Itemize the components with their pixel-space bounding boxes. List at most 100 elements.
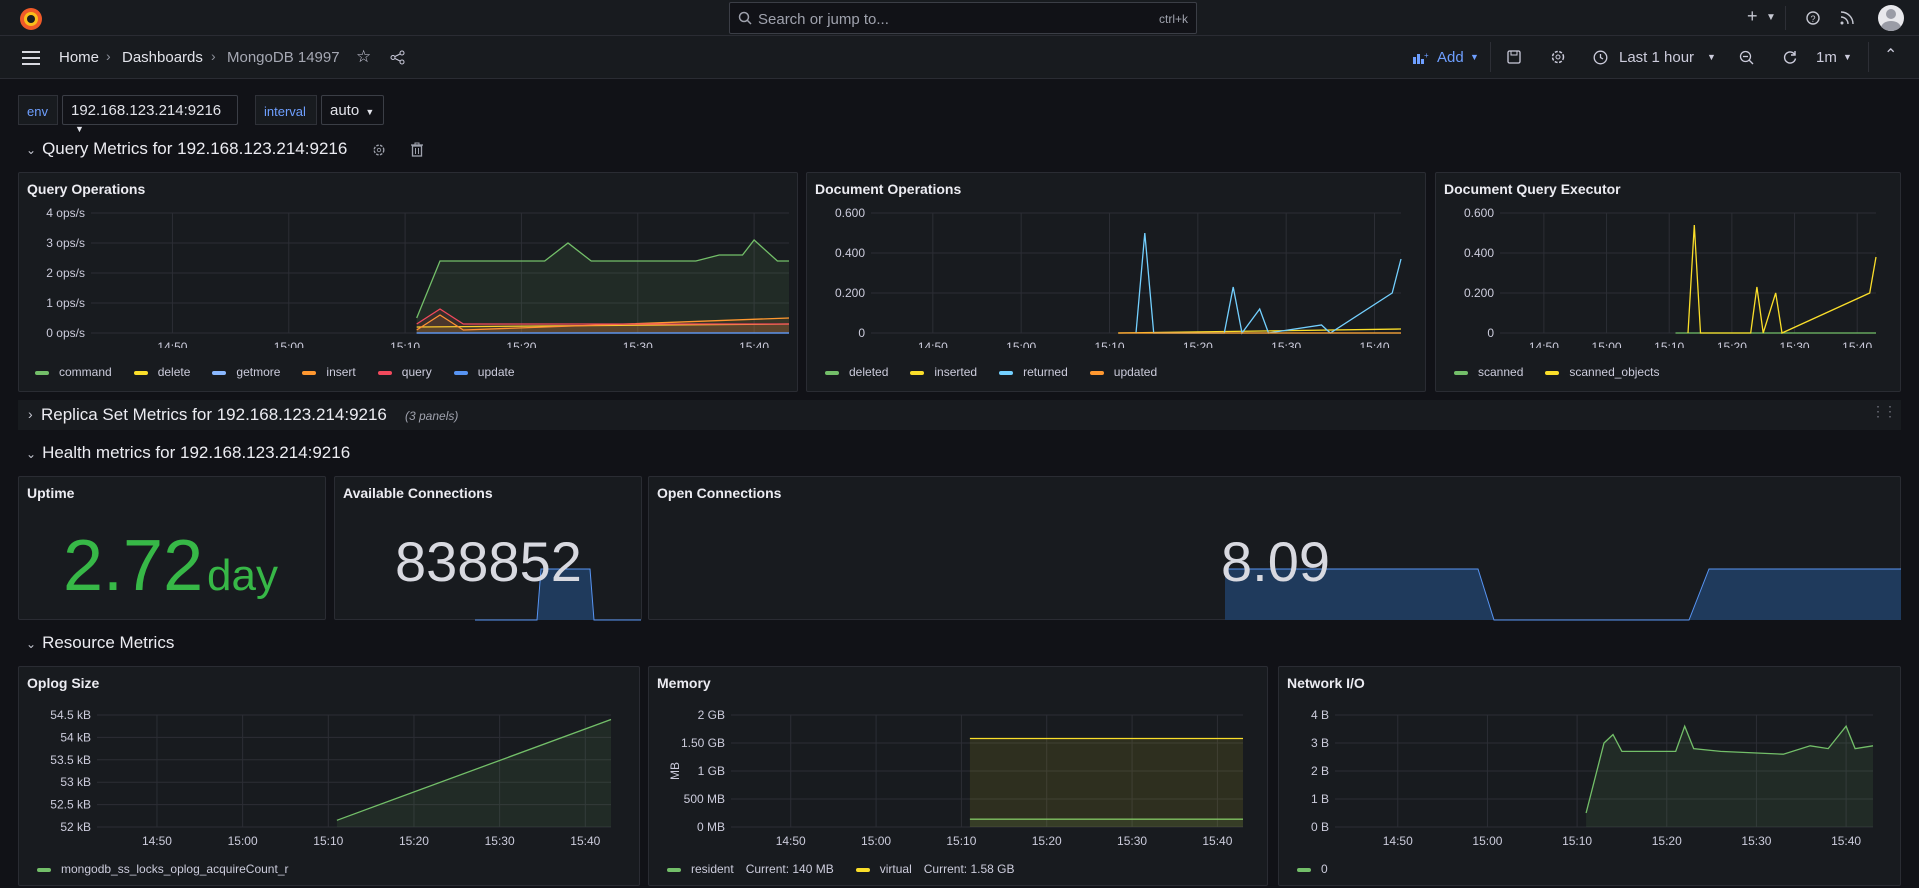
- y-tick-label: 1 ops/s: [46, 296, 85, 310]
- series-line: [416, 239, 789, 319]
- breadcrumb-dashboards[interactable]: Dashboards: [122, 49, 203, 66]
- svg-text:+: +: [1424, 51, 1429, 60]
- grafana-logo-icon[interactable]: [18, 6, 44, 32]
- legend-item[interactable]: getmore: [212, 365, 280, 379]
- series-line: [1118, 328, 1402, 334]
- row-title: Query Metrics for 192.168.123.214:9216: [42, 139, 348, 158]
- x-tick-label: 15:40: [1831, 834, 1861, 847]
- row-settings-icon[interactable]: [372, 143, 386, 157]
- chevron-down-icon[interactable]: ▼: [1766, 12, 1776, 23]
- chevron-right-icon: ›: [28, 406, 33, 422]
- legend-swatch: [999, 370, 1014, 375]
- rss-icon[interactable]: [1840, 11, 1854, 25]
- settings-icon[interactable]: [1550, 49, 1566, 65]
- legend-item[interactable]: resident Current: 140 MB: [667, 862, 834, 876]
- x-tick-label: 15:00: [228, 834, 258, 847]
- menu-icon[interactable]: [22, 51, 40, 65]
- row-header-query[interactable]: ⌄ Query Metrics for 192.168.123.214:9216: [26, 139, 347, 159]
- panel-title: Document Query Executor: [1444, 181, 1621, 197]
- drag-handle-icon[interactable]: ⋮⋮: [1871, 403, 1897, 419]
- breadcrumb-separator: ›: [211, 48, 216, 64]
- legend-item[interactable]: returned: [999, 365, 1068, 379]
- panel-query-operations: Query Operations 4 ops/s 3 ops/s 2 ops/s 1 …: [18, 172, 798, 392]
- dashboard-nav: Home › Dashboards › MongoDB 14997 ☆ + Ad…: [0, 36, 1919, 79]
- legend-item[interactable]: insert: [302, 365, 356, 379]
- x-tick-label: 15:20: [1652, 834, 1682, 847]
- legend-item[interactable]: scanned: [1454, 365, 1523, 379]
- legend-item[interactable]: update: [453, 365, 515, 379]
- x-tick-label: 15:20: [399, 834, 429, 847]
- legend-swatch: [377, 370, 392, 375]
- sparkline-available-connections: [475, 568, 641, 621]
- panel-oplog-size: Oplog Size 54.5 kB 54 kB 53.5 kB 53 kB 52.5 …: [18, 666, 640, 886]
- svg-text:?: ?: [1811, 14, 1816, 24]
- y-tick-label: 4 ops/s: [46, 206, 85, 220]
- chart-document-operations: 0.600 0.400 0.200 0 14:50 15:00 15:10 15:20 15:3…: [835, 206, 1402, 348]
- divider: [1490, 42, 1491, 72]
- chevron-down-icon[interactable]: ▼: [1707, 52, 1716, 62]
- x-tick-label: 14:50: [776, 834, 806, 847]
- star-icon[interactable]: ☆: [356, 47, 372, 66]
- legend-swatch: [212, 370, 227, 375]
- search-input[interactable]: Search or jump to... ctrl+k: [729, 2, 1197, 34]
- legend-item[interactable]: deleted: [825, 365, 888, 379]
- legend-swatch: [910, 370, 925, 375]
- trash-icon[interactable]: [410, 142, 424, 157]
- chart-query-operations: 4 ops/s 3 ops/s 2 ops/s 1 ops/s 0 ops/s 14:50…: [46, 206, 790, 348]
- y-tick-label: 53 kB: [60, 775, 91, 789]
- legend-item[interactable]: mongodb_ss_locks_oplog_acquireCount_r: [37, 862, 288, 876]
- x-tick-label: 15:10: [390, 340, 420, 348]
- help-icon[interactable]: ?: [1806, 11, 1820, 25]
- refresh-interval-picker[interactable]: 1m: [1816, 49, 1837, 66]
- legend-item[interactable]: delete: [133, 365, 190, 379]
- chart-document-query-executor: 0.600 0.400 0.200 0 14:50 15:00 15:10 15:20 15:3…: [1464, 206, 1877, 348]
- add-button[interactable]: Add: [1437, 49, 1464, 66]
- legend-label: inserted: [934, 365, 978, 379]
- legend-item[interactable]: inserted: [910, 365, 977, 379]
- save-icon[interactable]: [1507, 50, 1521, 64]
- legend-item[interactable]: updated: [1089, 365, 1157, 379]
- legend-item[interactable]: scanned_objects: [1545, 365, 1659, 379]
- x-tick-label: 15:40: [1842, 340, 1872, 348]
- share-icon[interactable]: [390, 50, 405, 65]
- time-range-picker[interactable]: Last 1 hour: [1619, 49, 1695, 66]
- refresh-icon[interactable]: [1782, 49, 1798, 65]
- avatar[interactable]: [1878, 5, 1904, 31]
- y-tick-label: 1 B: [1311, 792, 1329, 806]
- zoom-out-icon[interactable]: [1739, 50, 1754, 65]
- chevron-down-icon[interactable]: ▼: [1843, 52, 1852, 62]
- plus-icon[interactable]: +: [1747, 6, 1758, 26]
- search-shortcut: ctrl+k: [1158, 12, 1188, 26]
- legend-label: deleted: [849, 365, 889, 379]
- chevron-down-icon[interactable]: ▼: [1470, 52, 1479, 62]
- legend-swatch: [1297, 867, 1311, 872]
- y-tick-label: 52.5 kB: [50, 798, 91, 812]
- legend-item[interactable]: virtual Current: 1.58 GB: [855, 862, 1014, 876]
- panel-title: Oplog Size: [27, 675, 100, 691]
- x-tick-label: 15:00: [274, 340, 304, 348]
- x-tick-label: 15:40: [570, 834, 600, 847]
- variable-select-interval[interactable]: auto ▼: [321, 95, 384, 125]
- y-tick-label: 0.600: [835, 206, 865, 220]
- variable-select-env[interactable]: 192.168.123.214:9216 ▼: [62, 95, 238, 134]
- legend-current-value: Current: 140 MB: [745, 862, 834, 876]
- y-tick-label: 0.400: [835, 246, 865, 260]
- legend-item[interactable]: query: [377, 365, 432, 379]
- breadcrumb-home[interactable]: Home: [59, 49, 100, 66]
- y-tick-label: 2 GB: [698, 708, 725, 722]
- legend-item[interactable]: 0: [1297, 862, 1328, 876]
- x-tick-label: 15:10: [1654, 340, 1684, 348]
- legend-label: resident: [691, 862, 734, 876]
- y-tick-label: 2 ops/s: [46, 266, 85, 280]
- row-header-health[interactable]: ⌄ Health metrics for 192.168.123.214:9216: [26, 443, 350, 463]
- chart-memory: 2 GB 1.50 GB 1 GB 500 MB 0 MB 14:50 15:00 15:10…: [668, 708, 1243, 847]
- sparkline-line: [1225, 568, 1901, 621]
- chart-oplog-size: 54.5 kB 54 kB 53.5 kB 53 kB 52.5 kB 52 kB 14:5…: [50, 708, 612, 847]
- row-header-resource[interactable]: ⌄ Resource Metrics: [26, 633, 174, 653]
- legend-item[interactable]: command: [35, 365, 112, 379]
- row-title: Resource Metrics: [42, 633, 175, 652]
- panel-document-query-executor: Document Query Executor 0.600 0.400 0.200 0…: [1435, 172, 1901, 392]
- row-header-replica[interactable]: › Replica Set Metrics for 192.168.123.21…: [18, 400, 1901, 430]
- chevron-up-icon[interactable]: ⌃: [1884, 47, 1898, 64]
- panel-document-operations: Document Operations 0.600 0.400 0.200 0 14:5…: [806, 172, 1426, 392]
